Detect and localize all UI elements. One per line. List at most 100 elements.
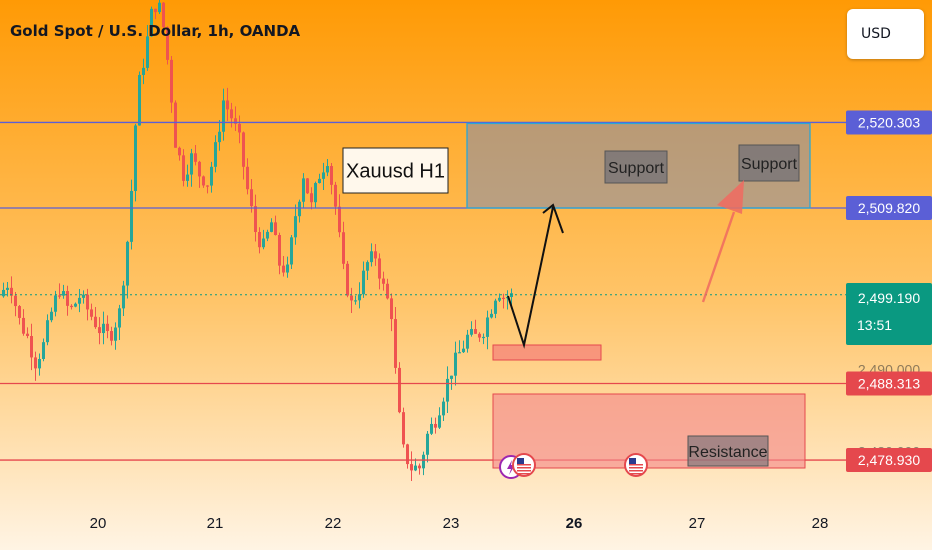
candle-body bbox=[334, 184, 337, 207]
candle-body bbox=[74, 303, 77, 307]
candle-body bbox=[350, 295, 353, 301]
candle-body bbox=[86, 294, 89, 310]
candle-body bbox=[134, 125, 137, 191]
target-arrow[interactable] bbox=[701, 211, 736, 303]
lightning-icon bbox=[507, 460, 515, 475]
current-price-badge[interactable] bbox=[846, 283, 932, 345]
candle-body bbox=[202, 176, 205, 186]
level-badge-2520-text: 2,520.303 bbox=[858, 114, 920, 130]
candle-body bbox=[162, 2, 165, 28]
projection-arrow[interactable] bbox=[507, 206, 554, 349]
candle-body bbox=[342, 232, 345, 264]
level-badge-2478[interactable] bbox=[846, 448, 932, 473]
x-axis-ticks: 20 21 22 23 26 27 28 bbox=[90, 515, 829, 532]
candle-body bbox=[482, 336, 485, 339]
candle-body bbox=[258, 232, 261, 248]
candle-body bbox=[6, 287, 9, 290]
candle-body bbox=[370, 251, 373, 263]
x-tick-label: 26 bbox=[566, 515, 583, 532]
us-flag-event-icon-stripe bbox=[517, 470, 531, 472]
candle-body bbox=[50, 311, 53, 321]
candle-body bbox=[502, 297, 505, 300]
candle-body bbox=[386, 283, 389, 299]
us-flag-event-icon-canton bbox=[517, 458, 524, 464]
current-price-text: 2,499.190 bbox=[858, 290, 920, 306]
candle-body bbox=[34, 357, 37, 369]
candle-body bbox=[242, 132, 245, 167]
candle-body bbox=[26, 333, 29, 337]
target-arrowhead bbox=[717, 180, 744, 214]
resistance-label: Resistance bbox=[688, 444, 767, 461]
candle-body bbox=[282, 265, 285, 273]
candle-body bbox=[390, 298, 393, 320]
xauusd-h1-label: Xauusd H1 bbox=[346, 161, 445, 183]
level-badge-2520[interactable] bbox=[846, 110, 932, 135]
candle-body bbox=[310, 193, 313, 203]
candle-body bbox=[366, 262, 369, 271]
candle-body bbox=[130, 190, 133, 242]
level-badge-2509[interactable] bbox=[846, 196, 932, 220]
level-badge-2488[interactable] bbox=[846, 371, 932, 396]
candle-body bbox=[306, 178, 309, 194]
candle-body bbox=[138, 74, 141, 126]
countdown-text: 13:51 bbox=[857, 317, 892, 333]
resistance-label-box bbox=[687, 435, 769, 467]
candle-body bbox=[382, 278, 385, 284]
candle-body bbox=[262, 238, 265, 248]
currency-button[interactable]: USD bbox=[847, 9, 924, 59]
candle-body bbox=[394, 319, 397, 368]
candle-body bbox=[450, 375, 453, 379]
candle-body bbox=[398, 367, 401, 413]
candle-body bbox=[434, 423, 437, 428]
candle-body bbox=[278, 235, 281, 266]
candle-body bbox=[374, 251, 377, 259]
candle-body bbox=[498, 297, 501, 301]
candle-body bbox=[94, 316, 97, 328]
x-tick-label: 27 bbox=[689, 515, 706, 532]
candle-body bbox=[66, 291, 69, 306]
us-flag-event-icon-stripe bbox=[517, 467, 531, 469]
candle-body bbox=[314, 183, 317, 203]
candle-body bbox=[106, 323, 109, 332]
support-label-1-box bbox=[604, 150, 668, 184]
candle-body bbox=[478, 333, 481, 338]
candle-body bbox=[166, 27, 169, 60]
us-flag-event-icon-stripe bbox=[629, 467, 643, 469]
candle-body bbox=[206, 185, 209, 187]
candle-body bbox=[402, 412, 405, 445]
candle-body bbox=[198, 161, 201, 177]
candle-body bbox=[442, 401, 445, 416]
price-badges-group: 2,500.0002,490.0002,480.0002,520.3032,50… bbox=[846, 110, 932, 473]
candle-body bbox=[222, 100, 225, 132]
x-tick-label: 21 bbox=[207, 515, 224, 532]
us-flag-event-icon-canton bbox=[629, 458, 636, 464]
candle-body bbox=[414, 465, 417, 471]
candle-body bbox=[150, 8, 153, 37]
candle-body bbox=[226, 100, 229, 110]
candle-body bbox=[302, 178, 305, 202]
candle-body bbox=[214, 142, 217, 167]
candle-body bbox=[122, 285, 125, 309]
x-tick-label: 23 bbox=[443, 515, 460, 532]
candle-body bbox=[22, 317, 25, 334]
us-flag-event-icon-stripe bbox=[629, 470, 643, 472]
us-flag-event-icon-stripe bbox=[629, 464, 643, 466]
candle-body bbox=[290, 237, 293, 265]
level-badge-2509-text: 2,509.820 bbox=[858, 200, 920, 216]
candle-body bbox=[254, 206, 257, 233]
candle-body bbox=[470, 329, 473, 335]
candle-body bbox=[330, 166, 333, 185]
candle-body bbox=[62, 291, 65, 296]
candle-body bbox=[286, 264, 289, 273]
candle-body bbox=[18, 306, 21, 318]
entry-zone[interactable] bbox=[492, 344, 602, 361]
candle-body bbox=[194, 153, 197, 162]
candle-body bbox=[446, 378, 449, 402]
candle-body bbox=[454, 352, 457, 376]
candle-body bbox=[10, 287, 13, 296]
candle-body bbox=[474, 329, 477, 334]
x-tick-label: 20 bbox=[90, 515, 107, 532]
candle-body bbox=[58, 295, 61, 297]
candle-body bbox=[158, 2, 161, 13]
